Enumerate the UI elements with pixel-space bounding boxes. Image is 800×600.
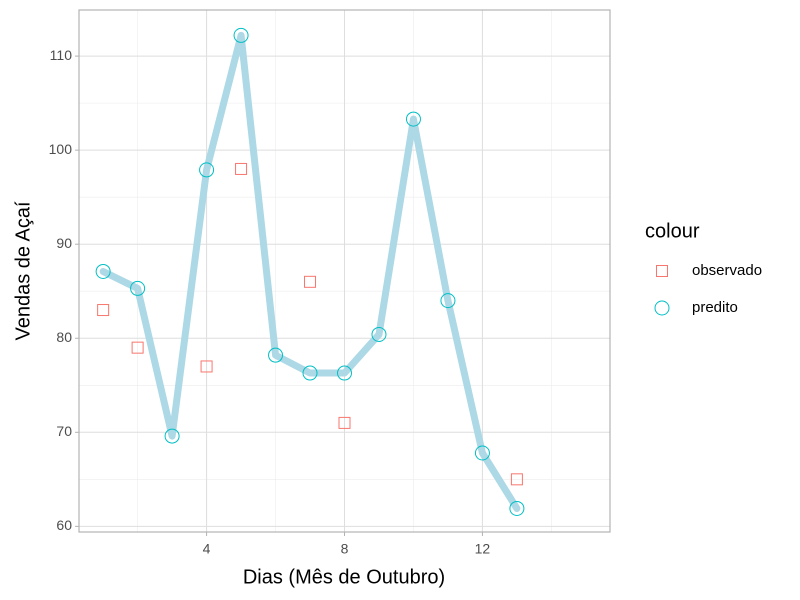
data-point — [371, 326, 387, 342]
legend-key — [656, 265, 668, 277]
legend-key — [654, 300, 670, 316]
y-tick-label: 80 — [56, 329, 72, 345]
legend-label: observado — [692, 262, 762, 279]
data-point — [510, 473, 523, 486]
x-tick-label: 4 — [203, 541, 211, 557]
data-point — [405, 111, 421, 127]
data-point — [131, 341, 144, 354]
legend-label: predito — [692, 299, 738, 316]
data-point — [268, 347, 284, 363]
data-point — [164, 428, 180, 444]
data-point — [440, 293, 456, 309]
data-point — [338, 416, 351, 429]
y-axis-title: Vendas de Açaí — [12, 201, 34, 340]
data-point — [95, 263, 111, 279]
x-axis-title: Dias (Mês de Outubro) — [243, 566, 445, 588]
data-point — [97, 304, 110, 317]
data-point — [235, 162, 248, 175]
x-tick-label: 12 — [475, 541, 491, 557]
data-point — [304, 275, 317, 288]
y-tick-label: 110 — [50, 47, 73, 63]
data-point — [233, 27, 249, 43]
x-tick-label: 8 — [341, 541, 349, 557]
y-tick-label: 60 — [56, 517, 72, 533]
y-tick-label: 90 — [56, 235, 72, 251]
data-point — [302, 365, 318, 381]
data-point — [337, 365, 352, 381]
data-point — [509, 500, 525, 516]
legend-title: colour — [645, 220, 700, 242]
data-point — [130, 280, 146, 296]
data-point — [199, 162, 215, 178]
y-tick-label: 100 — [49, 141, 73, 157]
panel-border — [78, 9, 611, 533]
series-line — [99, 31, 521, 512]
y-tick-label: 70 — [56, 423, 72, 439]
data-point — [474, 445, 490, 461]
data-point — [200, 360, 213, 373]
